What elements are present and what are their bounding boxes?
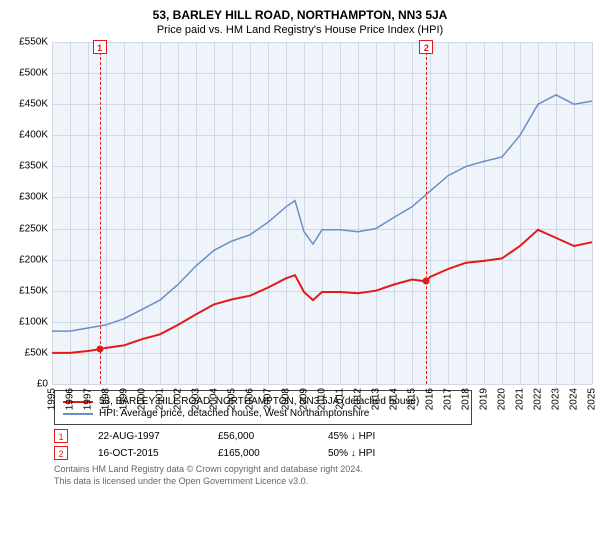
x-tick-label: 2025 xyxy=(587,388,598,410)
footer-line: This data is licensed under the Open Gov… xyxy=(54,476,590,488)
x-tick-label: 2006 xyxy=(245,388,256,410)
chart-area: £0£50K£100K£150K£200K£250K£300K£350K£400… xyxy=(52,42,592,384)
x-tick-label: 2012 xyxy=(353,388,364,410)
sale-date: 16-OCT-2015 xyxy=(98,448,188,459)
sale-price: £165,000 xyxy=(218,448,298,459)
x-tick-label: 2015 xyxy=(407,388,418,410)
sale-price: £56,000 xyxy=(218,431,298,442)
x-tick-label: 1999 xyxy=(119,388,130,410)
x-tick-label: 2022 xyxy=(533,388,544,410)
x-tick-label: 2024 xyxy=(569,388,580,410)
x-tick-label: 2007 xyxy=(263,388,274,410)
sale-row: 2 16-OCT-2015 £165,000 50% ↓ HPI xyxy=(54,446,590,460)
x-tick-label: 2021 xyxy=(515,388,526,410)
x-tick-label: 2010 xyxy=(317,388,328,410)
sale-num: 2 xyxy=(54,446,68,460)
y-tick-label: £100K xyxy=(19,316,48,327)
x-tick-label: 2023 xyxy=(551,388,562,410)
x-tick-label: 1998 xyxy=(101,388,112,410)
x-tick-label: 1995 xyxy=(47,388,58,410)
x-tick-label: 2018 xyxy=(461,388,472,410)
legend-swatch xyxy=(63,413,93,415)
y-tick-label: £200K xyxy=(19,254,48,265)
x-tick-label: 1996 xyxy=(65,388,76,410)
y-tick-label: £450K xyxy=(19,99,48,110)
footer: Contains HM Land Registry data © Crown c… xyxy=(54,464,590,487)
y-tick-label: £50K xyxy=(25,347,48,358)
y-tick-label: £150K xyxy=(19,285,48,296)
sale-date: 22-AUG-1997 xyxy=(98,431,188,442)
x-tick-label: 2014 xyxy=(389,388,400,410)
y-tick-label: £500K xyxy=(19,68,48,79)
x-tick-label: 2008 xyxy=(281,388,292,410)
sale-delta: 50% ↓ HPI xyxy=(328,448,375,459)
page-title: 53, BARLEY HILL ROAD, NORTHAMPTON, NN3 5… xyxy=(10,8,590,22)
y-tick-label: £550K xyxy=(19,37,48,48)
x-tick-label: 2001 xyxy=(155,388,166,410)
sale-num: 1 xyxy=(54,429,68,443)
x-tick-label: 2016 xyxy=(425,388,436,410)
sale-dot xyxy=(96,346,103,353)
sale-delta: 45% ↓ HPI xyxy=(328,431,375,442)
sale-row: 1 22-AUG-1997 £56,000 45% ↓ HPI xyxy=(54,429,590,443)
x-tick-label: 1997 xyxy=(83,388,94,410)
x-tick-label: 2005 xyxy=(227,388,238,410)
x-tick-label: 2009 xyxy=(299,388,310,410)
x-tick-label: 2019 xyxy=(479,388,490,410)
y-tick-label: £350K xyxy=(19,161,48,172)
x-tick-label: 2017 xyxy=(443,388,454,410)
x-tick-label: 2002 xyxy=(173,388,184,410)
x-tick-label: 2000 xyxy=(137,388,148,410)
x-tick-label: 2013 xyxy=(371,388,382,410)
series-paid xyxy=(52,230,592,353)
x-tick-label: 2011 xyxy=(335,388,346,410)
y-tick-label: £400K xyxy=(19,130,48,141)
series-layer xyxy=(52,42,592,384)
y-tick-label: £250K xyxy=(19,223,48,234)
sale-dot xyxy=(423,278,430,285)
series-hpi xyxy=(52,95,592,331)
y-tick-label: £300K xyxy=(19,192,48,203)
footer-line: Contains HM Land Registry data © Crown c… xyxy=(54,464,590,476)
sale-marker: 2 xyxy=(419,40,433,54)
x-tick-label: 2020 xyxy=(497,388,508,410)
page-subtitle: Price paid vs. HM Land Registry's House … xyxy=(10,24,590,36)
x-tick-label: 2003 xyxy=(191,388,202,410)
sales-list: 1 22-AUG-1997 £56,000 45% ↓ HPI 2 16-OCT-2015… xyxy=(54,429,590,460)
sale-marker: 1 xyxy=(93,40,107,54)
x-tick-label: 2004 xyxy=(209,388,220,410)
